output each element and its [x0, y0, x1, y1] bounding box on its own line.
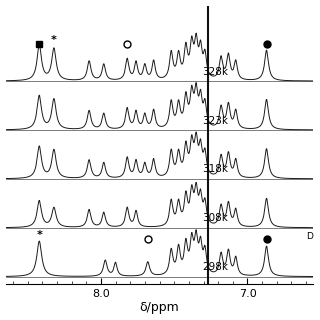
Text: *: *	[36, 230, 42, 240]
Text: *: *	[51, 35, 57, 45]
Text: 328k: 328k	[202, 67, 228, 77]
Text: 323k: 323k	[202, 116, 228, 125]
Text: 298k: 298k	[202, 262, 228, 272]
X-axis label: δ/ppm: δ/ppm	[140, 301, 180, 315]
Text: 318k: 318k	[202, 164, 228, 174]
Text: 308k: 308k	[202, 213, 228, 223]
Text: D: D	[306, 232, 313, 241]
